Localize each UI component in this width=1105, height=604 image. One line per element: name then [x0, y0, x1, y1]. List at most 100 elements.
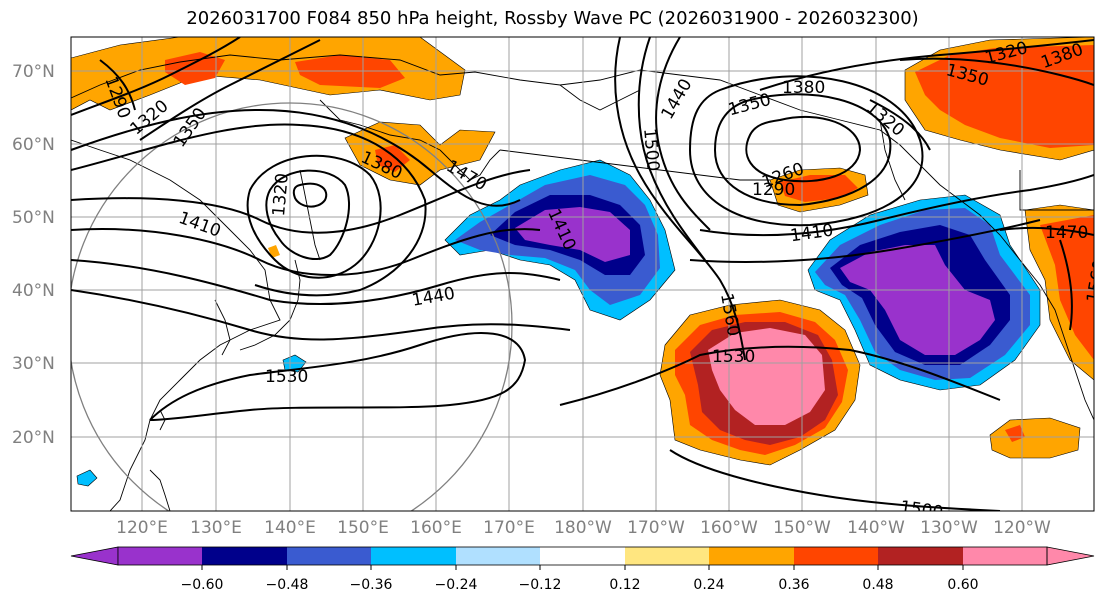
colorbar-segment [202, 547, 287, 565]
contour-1410 [71, 228, 541, 276]
colorbar-segment [540, 547, 625, 565]
contour-label: 1530 [265, 367, 308, 387]
contour-label: 1380 [782, 78, 825, 98]
colorbar-tick-label: −0.24 [435, 577, 478, 593]
lon-label: 160°W [700, 518, 758, 538]
lon-label: 150°E [337, 518, 389, 538]
colorbar-segment [287, 547, 371, 565]
colorbar-outline [117, 546, 1048, 566]
colorbar-tick-label: 0.24 [693, 577, 724, 593]
positive-anomaly-pacific-pink [708, 328, 825, 425]
contour-1470 [71, 169, 531, 234]
contour-1560 [559, 345, 1001, 406]
lon-label: 150°W [773, 518, 831, 538]
lon-label: 120°W [993, 518, 1051, 538]
colorbar-segment [456, 547, 540, 565]
contour-1320 [71, 37, 241, 116]
contour-label: 1440 [658, 76, 697, 123]
colorbar-segment [963, 547, 1047, 565]
contour-low-4 [71, 123, 427, 297]
coast-bering [559, 84, 641, 111]
positive-anomaly-nw-red [165, 52, 405, 88]
lat-label: 20°N [12, 428, 55, 448]
contour-label: 1500 [639, 127, 663, 172]
lon-label: 130°W [920, 518, 978, 538]
colorbar-extend-left [70, 546, 119, 566]
coast-sakhalin [299, 169, 321, 261]
colorbar-segment [878, 547, 963, 565]
colorbar-tick-label: −0.48 [266, 577, 309, 593]
coast-aleutians [499, 149, 770, 181]
anomaly-fill-layer [71, 37, 1094, 487]
coast-alaska-border [879, 119, 906, 201]
colorbar-tick-label: 0.12 [609, 577, 640, 593]
contour-label: 1350 [726, 90, 773, 121]
graticule [71, 37, 1094, 511]
colorbar-tick-label: −0.60 [181, 577, 224, 593]
coast-okhotsk [319, 99, 441, 151]
latitude-labels: 70°N 60°N 50°N 40°N 30°N 20°N [12, 62, 55, 448]
contour-low-2 [265, 169, 350, 260]
negative-anomaly-central-purple [515, 207, 630, 262]
lon-label: 140°W [847, 518, 905, 538]
contour-1320-ne [869, 99, 931, 151]
contour-label: 1290 [752, 180, 795, 200]
lon-label: 170°E [483, 518, 535, 538]
contour-high-ring-1 [745, 115, 862, 183]
coast-canada-border [1019, 170, 1094, 211]
lon-label: 130°E [190, 518, 242, 538]
contour-1290 [99, 59, 136, 111]
negative-anomaly-east-purple [840, 245, 995, 355]
lat-label: 50°N [12, 208, 55, 228]
contour-low-3 [246, 154, 382, 279]
lat-label: 40°N [12, 281, 55, 301]
lat-label: 60°N [12, 135, 55, 155]
colorbar-tick-label: −0.36 [350, 577, 393, 593]
contour-1410-east [699, 174, 1094, 237]
contour-1470-east [999, 226, 1094, 236]
contour-1500 [71, 289, 571, 341]
colorbar-segment [709, 547, 794, 565]
colorbar-segment [118, 547, 202, 565]
contour-1380 [71, 108, 521, 207]
coast-siberia [71, 54, 641, 99]
coast-north-america [1019, 259, 1094, 421]
contour-label: 1530 [712, 347, 755, 367]
coast-philippines [149, 469, 171, 511]
contour-1560-east [1059, 239, 1073, 331]
contour-label: 1470 [1045, 223, 1088, 243]
positive-anomaly-se-red [1005, 425, 1025, 442]
map-title: 2026031700 F084 850 hPa height, Rossby W… [186, 8, 919, 29]
colorbar-tick-label: 0.36 [778, 577, 809, 593]
contour-ridge-1500 [614, 37, 746, 361]
coast-japan [239, 259, 301, 351]
contour-high-ring-2 [713, 93, 892, 207]
longitude-labels: 120°E 130°E 140°E 150°E 160°E 170°E 180°… [116, 518, 1051, 538]
contour-high-ring-3 [688, 75, 924, 227]
lat-label: 30°N [12, 354, 55, 374]
coast-kamchatka [439, 149, 501, 181]
positive-anomaly-se [989, 417, 1081, 459]
contour-label: 1320 [269, 172, 293, 217]
lon-label: 180°W [554, 518, 612, 538]
map-frame [70, 36, 1095, 512]
contour-1500-south [669, 449, 1001, 511]
lat-label: 70°N [12, 62, 55, 82]
colorbar: −0.60 −0.48 −0.36 −0.24 −0.12 0.12 0.24 … [70, 546, 1095, 593]
positive-anomaly-tiny [268, 245, 280, 258]
colorbar-segment [794, 547, 878, 565]
contour-ridge-1440 [655, 37, 711, 231]
negative-anomaly-small-2 [76, 469, 98, 487]
contour-label: 1440 [410, 284, 456, 311]
lon-label: 140°E [264, 518, 316, 538]
contour-label: 1560 [1083, 258, 1105, 304]
contour-1350 [139, 39, 321, 141]
contour-1350-ne [899, 57, 1094, 86]
coast-korea [214, 299, 231, 356]
colorbar-segment [625, 547, 709, 565]
lon-label: 170°W [627, 518, 685, 538]
contour-1440 [71, 259, 561, 306]
colorbar-tick-labels: −0.60 −0.48 −0.36 −0.24 −0.12 0.12 0.24 … [181, 577, 979, 593]
lon-label: 160°E [410, 518, 462, 538]
